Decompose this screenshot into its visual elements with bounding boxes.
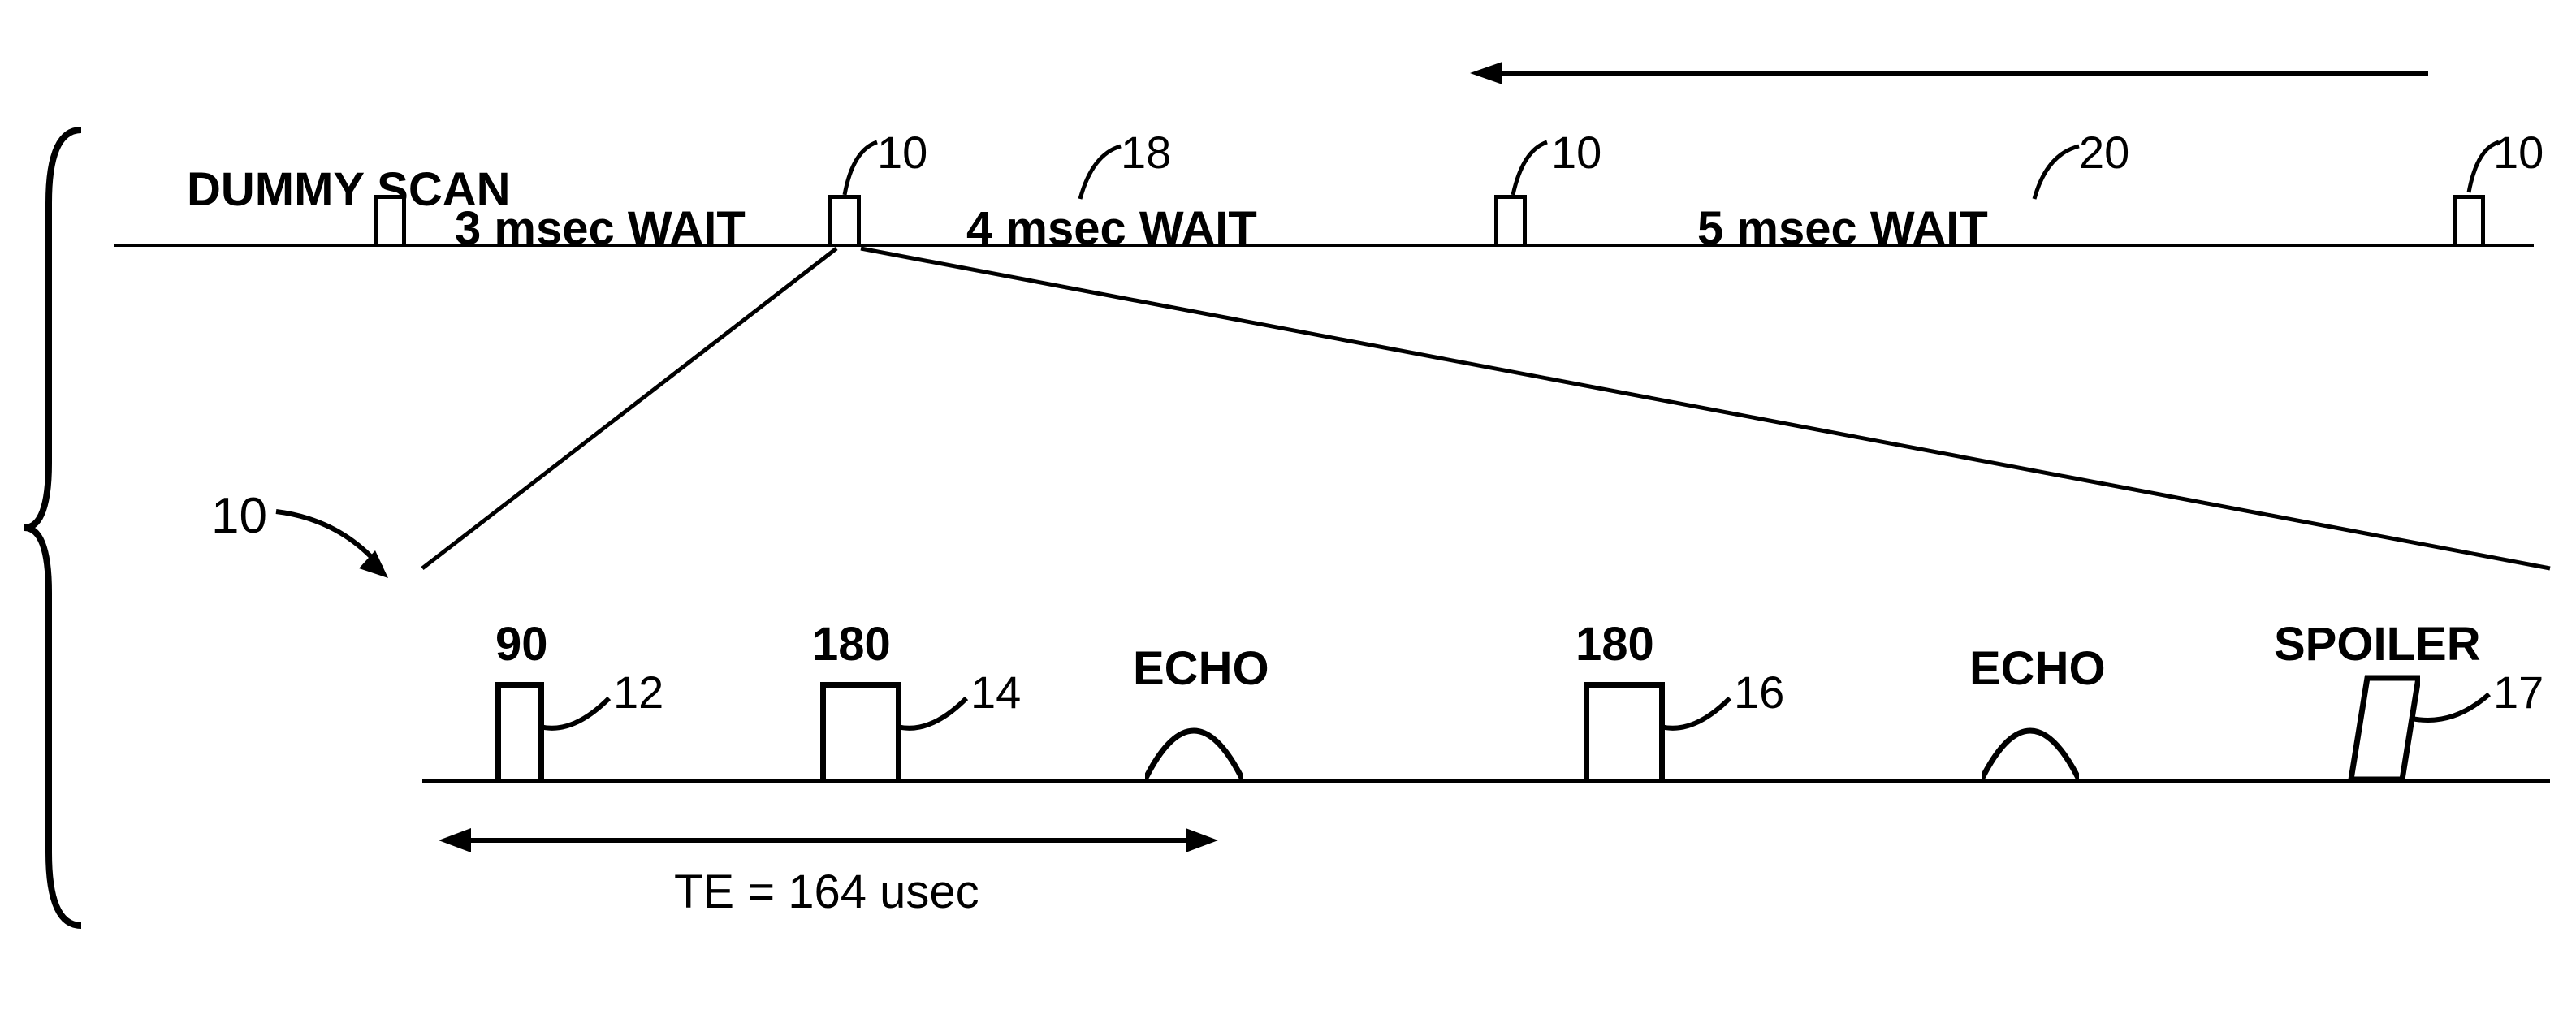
wait-label-3: 5 msec WAIT (1697, 201, 1988, 256)
pulse-90 (495, 682, 544, 779)
wait-label-2: 4 msec WAIT (966, 201, 1257, 256)
leader-17 (2412, 690, 2493, 739)
top-pulse-1 (828, 195, 861, 244)
top-pulse-2 (1494, 195, 1527, 244)
leader-14 (897, 694, 970, 743)
label-echo-1: ECHO (1133, 641, 1269, 696)
leader-10b (1506, 142, 1555, 199)
mr-pulse-sequence-diagram: DUMMY SCAN 3 msec WAIT 4 msec WAIT 5 mse… (0, 0, 2576, 1019)
echo-2 (1982, 723, 2079, 779)
label-90: 90 (495, 617, 548, 671)
label-spoiler: SPOILER (2274, 617, 2481, 671)
wait-label-1: 3 msec WAIT (455, 201, 746, 256)
spoiler-gradient (2339, 674, 2420, 779)
label-180-2: 180 (1575, 617, 1654, 671)
ref-10-b: 10 (1551, 126, 1601, 179)
ref-12: 12 (613, 666, 663, 719)
ref-16: 16 (1734, 666, 1784, 719)
label-180-1: 180 (812, 617, 891, 671)
curly-brace (16, 122, 97, 934)
top-pulse-3 (2453, 195, 2485, 244)
ref-20: 20 (2079, 126, 2129, 179)
te-dimension-arrow (439, 820, 1218, 861)
ref-18: 18 (1121, 126, 1171, 179)
ref-17: 17 (2493, 666, 2544, 719)
pulse-180-2 (1584, 682, 1665, 779)
direction-arrow (1470, 57, 2436, 89)
top-pulse-dummy (374, 195, 406, 244)
pulse-180-1 (820, 682, 901, 779)
label-echo-2: ECHO (1969, 641, 2106, 696)
ref-10-c: 10 (2493, 126, 2544, 179)
te-label: TE = 164 usec (674, 865, 979, 919)
bottom-timeline (422, 779, 2550, 783)
ref-14: 14 (970, 666, 1021, 719)
ref-10-arrow (187, 487, 390, 585)
leader-20 (2026, 146, 2087, 203)
ref-10-a: 10 (877, 126, 927, 179)
leader-16 (1661, 694, 1734, 743)
leader-12 (540, 694, 613, 743)
echo-1 (1145, 723, 1243, 779)
